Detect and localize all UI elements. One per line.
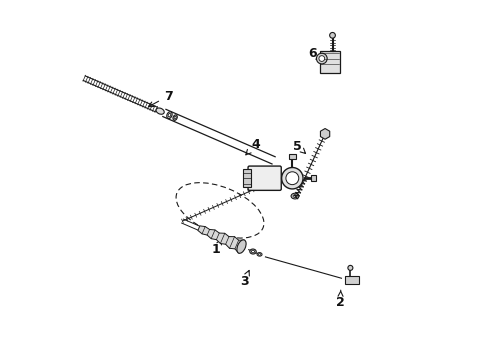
Ellipse shape: [237, 240, 246, 253]
Ellipse shape: [291, 193, 299, 199]
FancyBboxPatch shape: [248, 166, 281, 190]
Text: 7: 7: [148, 90, 172, 107]
Text: 5: 5: [293, 140, 306, 153]
Bar: [289, 154, 296, 158]
Ellipse shape: [258, 253, 261, 255]
Ellipse shape: [156, 108, 164, 114]
Ellipse shape: [251, 250, 255, 253]
Ellipse shape: [173, 115, 177, 120]
Ellipse shape: [174, 116, 176, 119]
Circle shape: [319, 56, 325, 62]
Ellipse shape: [167, 112, 172, 118]
Text: 2: 2: [336, 290, 345, 309]
Ellipse shape: [257, 253, 262, 256]
Bar: [320, 51, 340, 73]
Bar: [243, 169, 250, 187]
Bar: [345, 276, 359, 284]
Circle shape: [330, 32, 335, 38]
Text: 4: 4: [246, 138, 260, 155]
Bar: [311, 175, 316, 181]
Ellipse shape: [250, 249, 256, 254]
Text: 3: 3: [240, 270, 249, 288]
Ellipse shape: [293, 195, 297, 198]
Text: 6: 6: [309, 47, 322, 61]
Polygon shape: [198, 226, 245, 253]
Text: 1: 1: [212, 239, 221, 256]
Circle shape: [286, 172, 299, 185]
Circle shape: [282, 167, 303, 189]
Polygon shape: [320, 129, 330, 139]
Circle shape: [348, 265, 353, 270]
Ellipse shape: [168, 113, 171, 117]
Circle shape: [317, 53, 327, 64]
